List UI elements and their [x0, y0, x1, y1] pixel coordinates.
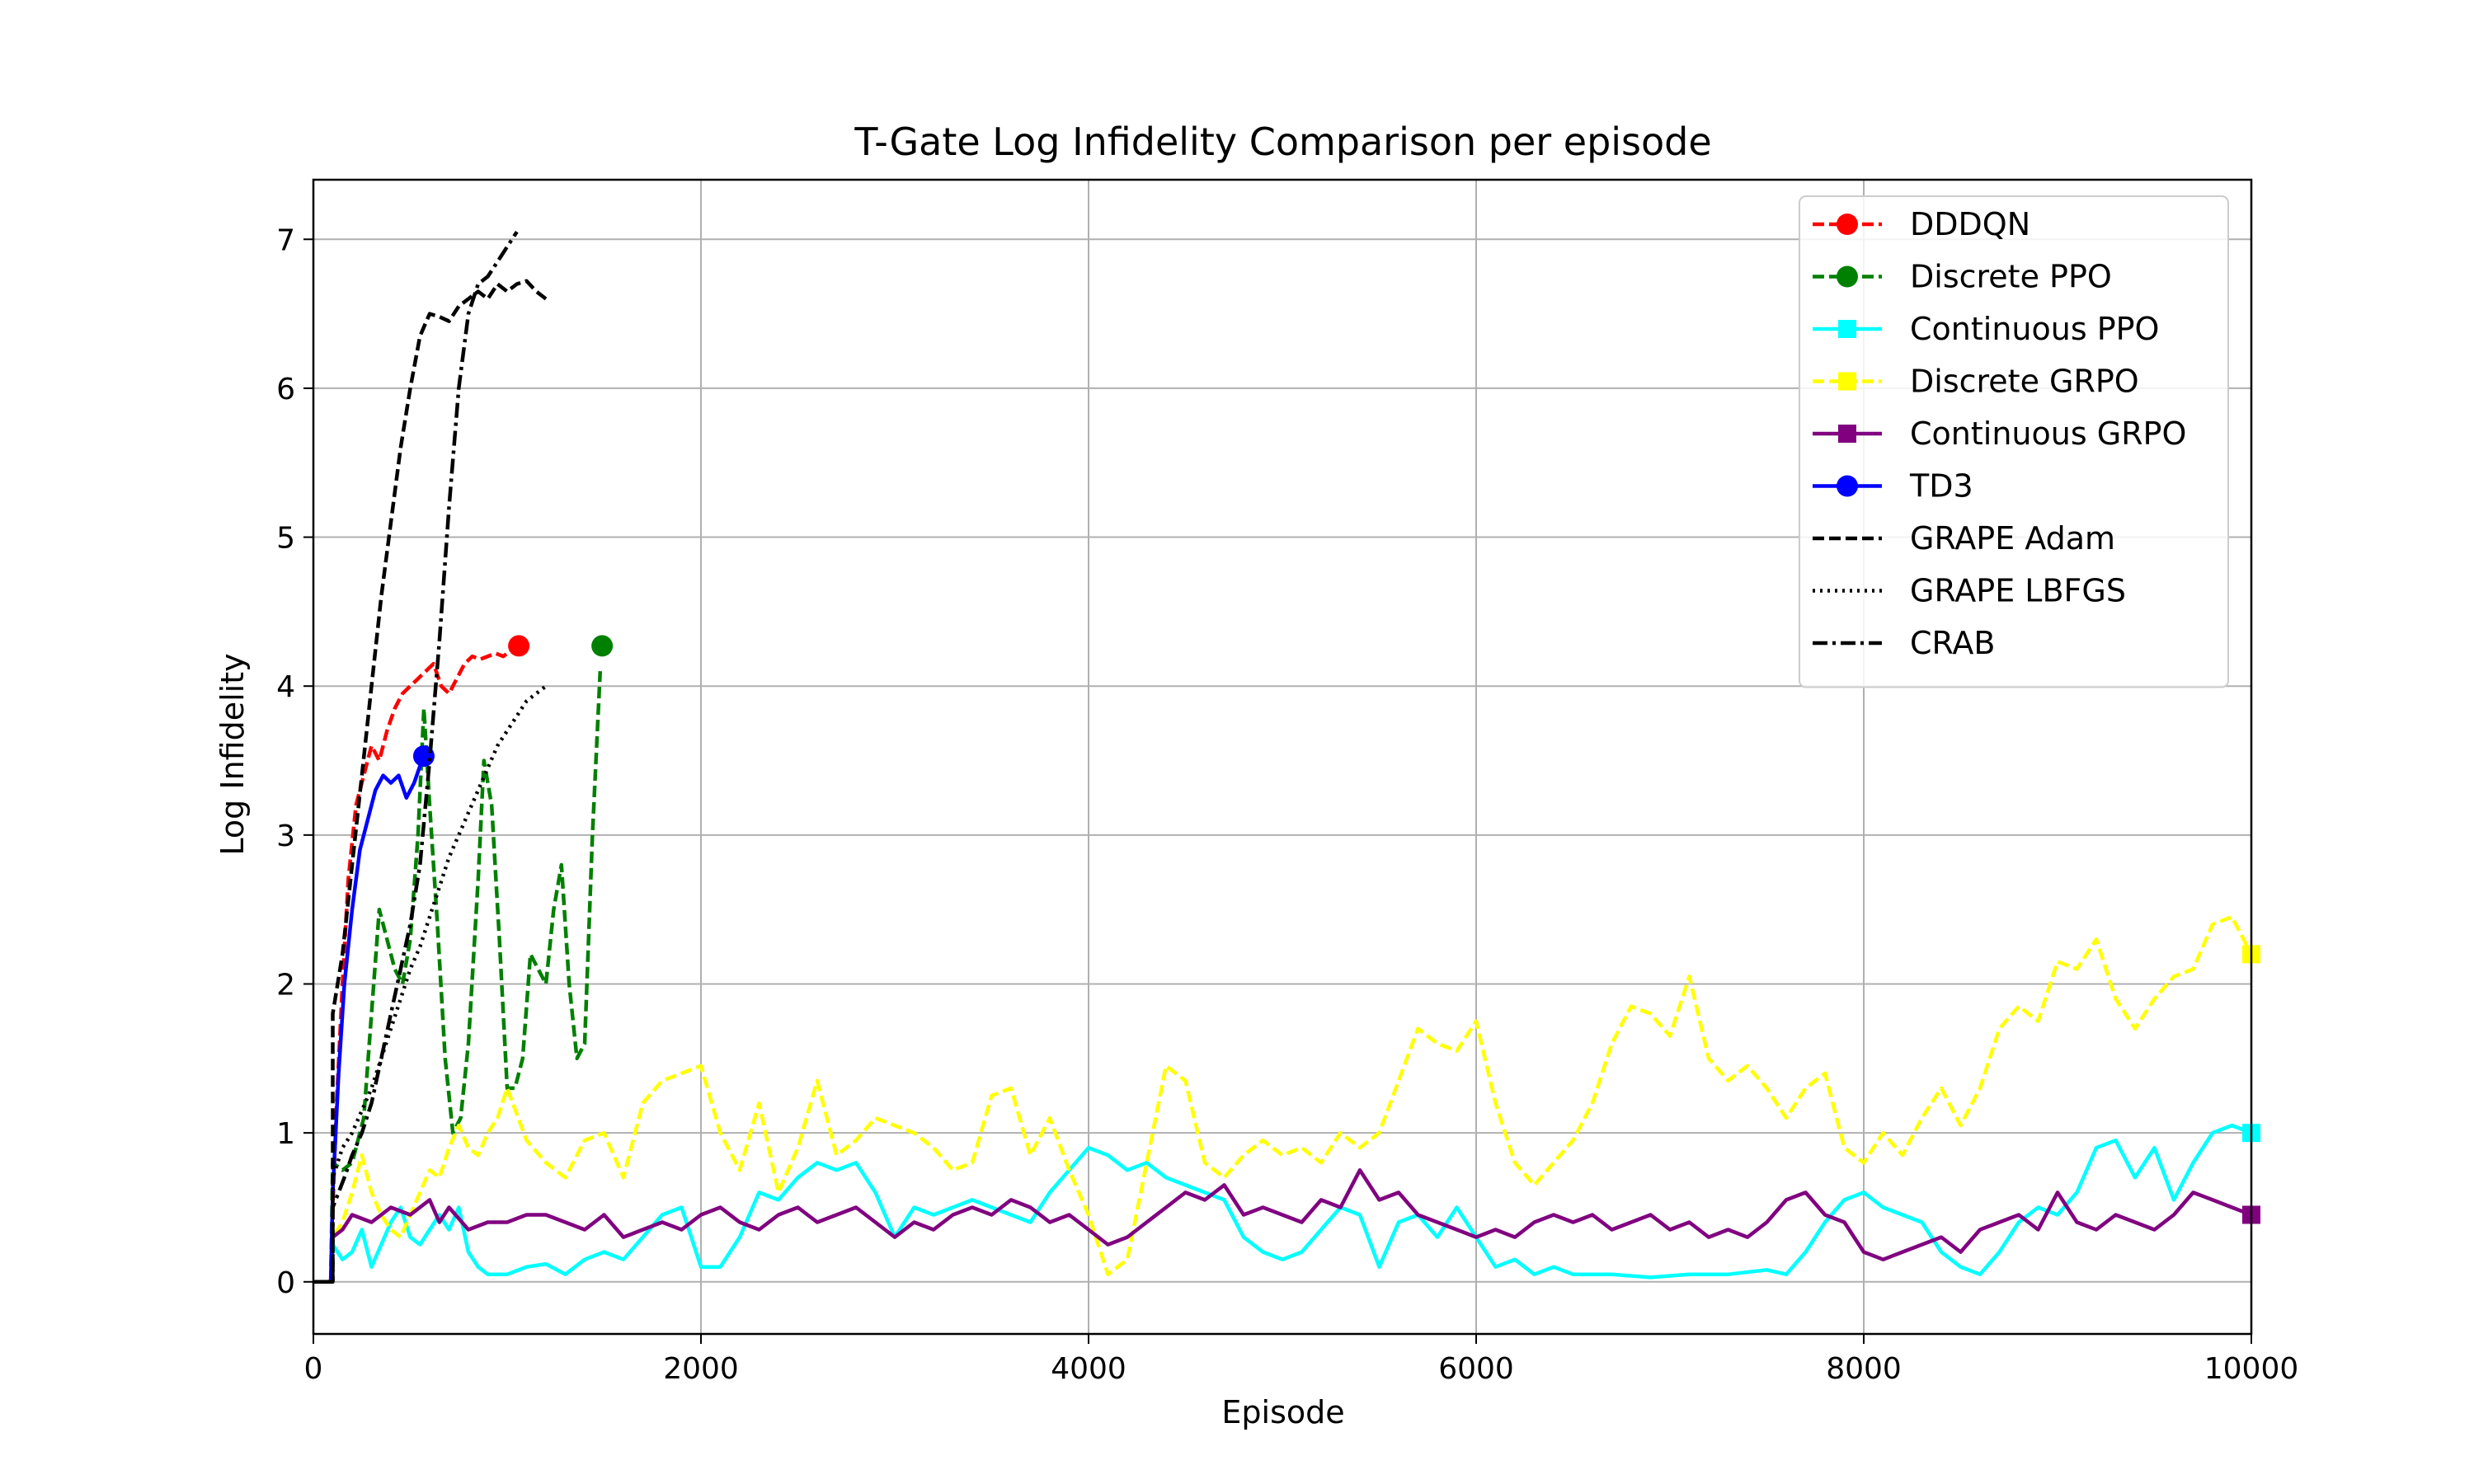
series-end-marker — [591, 635, 614, 657]
legend-marker — [1837, 265, 1858, 288]
series-line-grape-adam — [313, 279, 548, 1284]
legend-label: DDDQN — [1910, 206, 2030, 242]
y-tick-label: 3 — [276, 819, 295, 853]
series-line-discrete-grpo — [313, 914, 2253, 1284]
x-axis-label: Episode — [1221, 1394, 1344, 1430]
legend-entry-dddqn: DDDQN — [1813, 206, 2030, 242]
axis-ticks: 0 2000 4000 6000 8000 10000 0 1 2 3 4 5 6 7 — [276, 223, 2298, 1386]
legend-frame — [1799, 195, 2229, 688]
series-layer — [313, 230, 2260, 1284]
legend-marker — [1837, 475, 1858, 497]
plot-frame — [312, 178, 2253, 1336]
y-tick-label: 6 — [276, 373, 295, 406]
series-line-continuous-grpo — [313, 1168, 2252, 1284]
y-tick-label: 4 — [276, 670, 295, 704]
legend-marker — [1837, 214, 1858, 235]
y-tick-label: 5 — [276, 522, 295, 556]
legend-label: Discrete PPO — [1910, 259, 2112, 295]
legend-marker — [1838, 320, 1856, 338]
series-line-td3 — [313, 759, 424, 1284]
chart-title: T-Gate Log Infidelity Comparison per epi… — [854, 120, 1711, 164]
series-discrete-grpo — [313, 914, 2260, 1284]
legend-entry-grape-adam: GRAPE Adam — [1813, 520, 2115, 556]
series-continuous-ppo — [313, 1123, 2260, 1284]
legend-entry-continuous-grpo: Continuous GRPO — [1813, 416, 2186, 452]
legend-entry-grape-lbfgs: GRAPE LBFGS — [1813, 573, 2126, 609]
legend-entry-discrete-grpo: Discrete GRPO — [1813, 364, 2139, 400]
y-tick-label: 7 — [276, 223, 295, 257]
y-axis-label: Log Infidelity — [214, 653, 251, 855]
legend: DDDQN Discrete PPO Continuous PPO Discrete … — [1799, 195, 2229, 688]
x-tick-label: 6000 — [1438, 1352, 1514, 1386]
legend-entry-crab: CRAB — [1813, 625, 1995, 661]
series-grape-adam — [313, 279, 548, 1284]
legend-label: GRAPE Adam — [1910, 520, 2115, 556]
legend-entry-continuous-ppo: Continuous PPO — [1813, 311, 2159, 347]
legend-label: GRAPE LBFGS — [1910, 573, 2126, 609]
series-line-crab — [313, 230, 519, 1284]
series-line-grape-lbfgs — [313, 684, 548, 1284]
legend-label: Continuous GRPO — [1910, 416, 2186, 452]
series-line-discrete-ppo — [313, 670, 603, 1284]
x-tick-label: 10000 — [2204, 1352, 2299, 1386]
legend-label: TD3 — [1909, 468, 1973, 505]
series-continuous-grpo — [313, 1168, 2260, 1284]
series-line-continuous-ppo — [313, 1123, 2252, 1284]
series-discrete-ppo — [313, 635, 614, 1284]
x-tick-label: 8000 — [1826, 1352, 1902, 1386]
legend-marker — [1838, 372, 1856, 391]
x-tick-label: 2000 — [663, 1352, 739, 1386]
x-tick-label: 0 — [304, 1352, 323, 1386]
series-end-marker — [508, 635, 530, 657]
legend-label: Discrete GRPO — [1910, 364, 2139, 400]
legend-entry-td3: TD3 — [1813, 468, 1973, 505]
legend-entry-discrete-ppo: Discrete PPO — [1813, 259, 2112, 295]
series-grape-lbfgs — [313, 684, 548, 1284]
y-tick-label: 0 — [276, 1266, 295, 1300]
legend-marker — [1838, 425, 1856, 443]
y-tick-label: 1 — [276, 1117, 295, 1151]
y-tick-label: 2 — [276, 968, 295, 1002]
legend-label: CRAB — [1910, 625, 1995, 661]
legend-label: Continuous PPO — [1910, 311, 2159, 347]
x-tick-label: 4000 — [1051, 1352, 1126, 1386]
series-crab — [313, 230, 519, 1284]
